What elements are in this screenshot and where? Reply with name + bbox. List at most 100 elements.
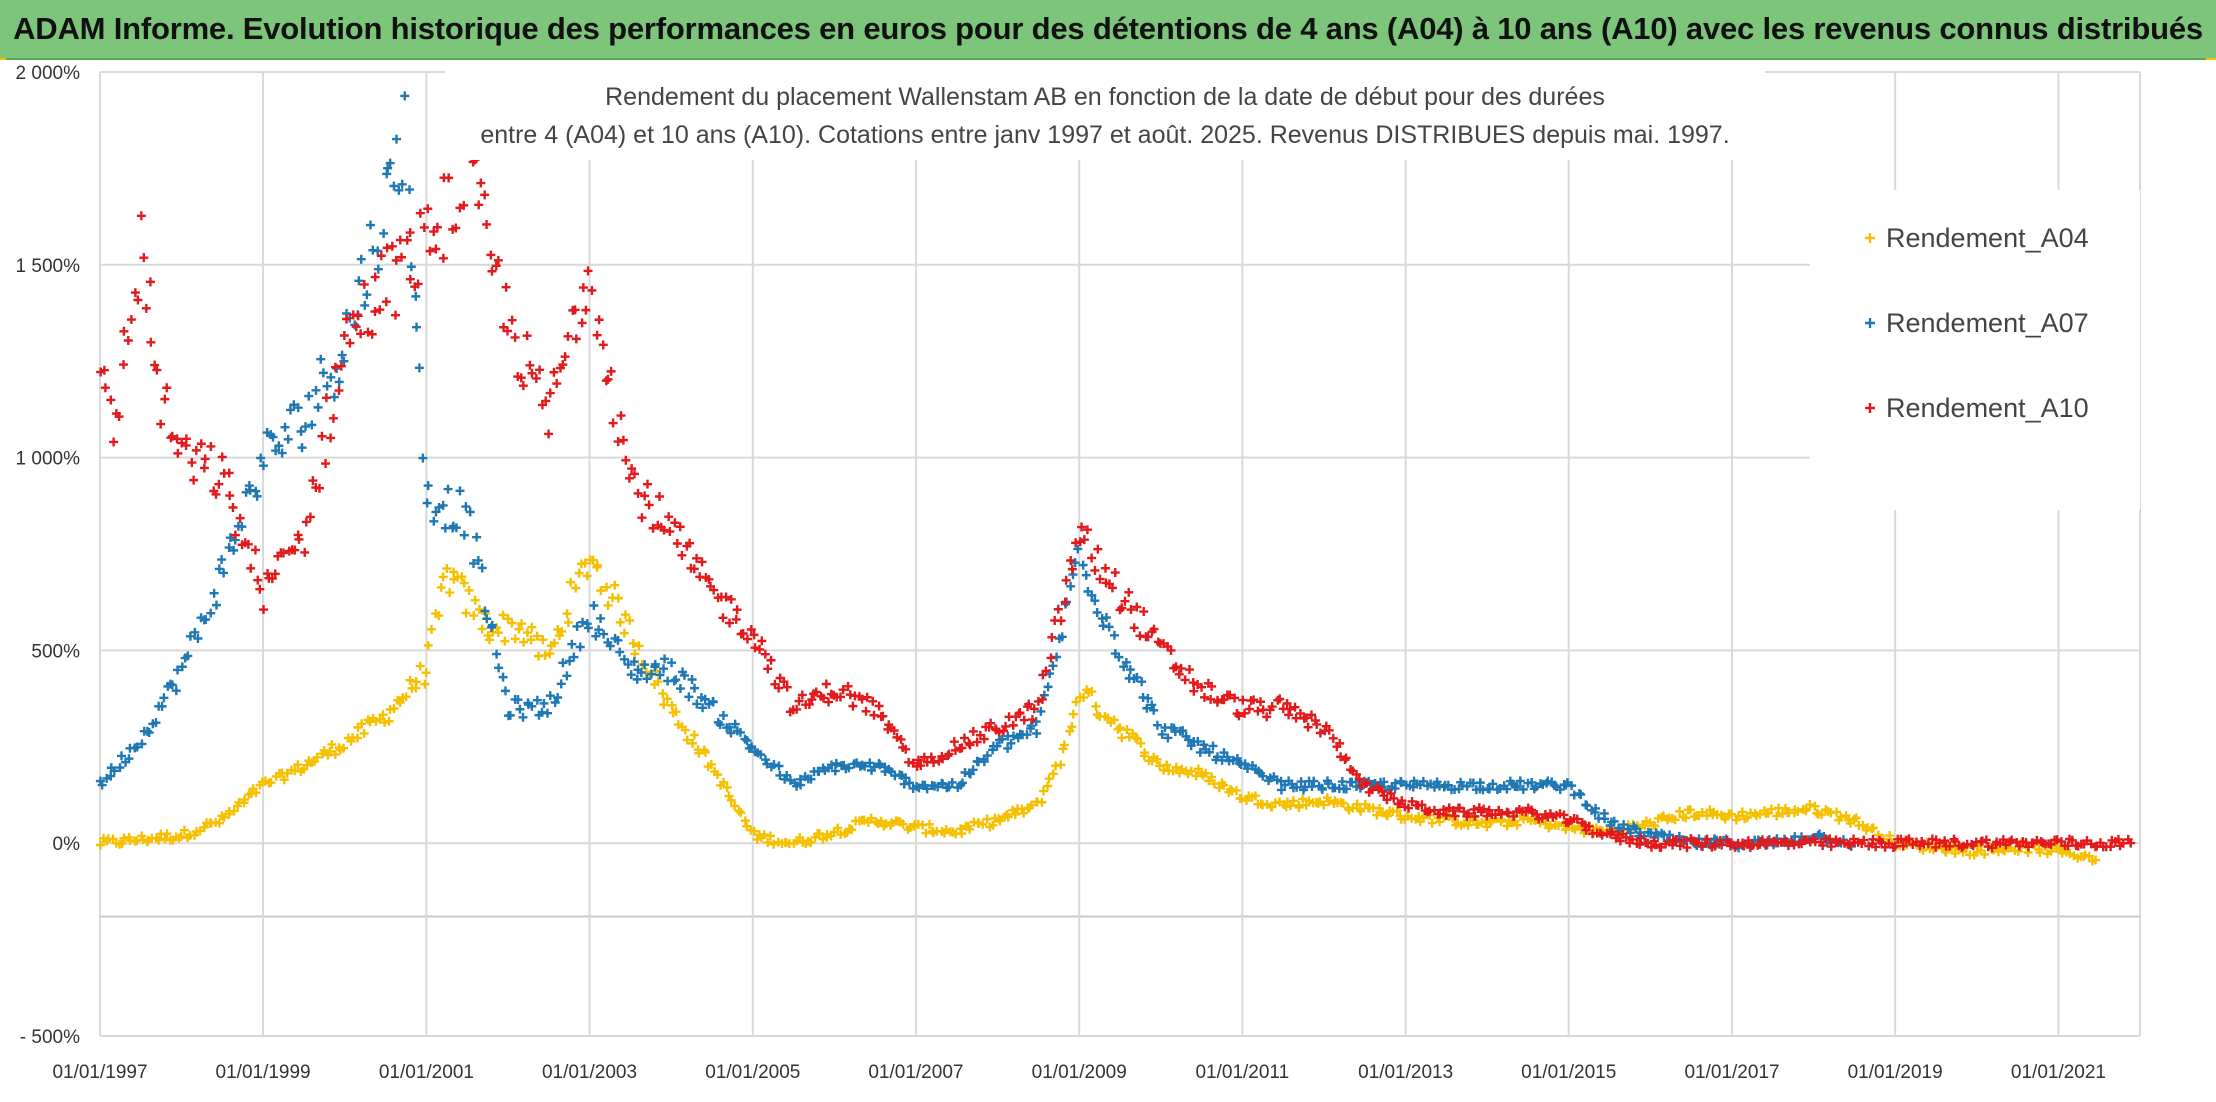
data-point: [532, 631, 542, 641]
page-title: ADAM Informe. Evolution historique des p…: [13, 11, 2203, 46]
data-point: [972, 737, 982, 747]
data-point: [921, 828, 931, 838]
data-point: [230, 530, 240, 540]
data-point: [1044, 774, 1054, 784]
data-point: [553, 692, 563, 702]
data-point: [1484, 784, 1494, 794]
data-point: [1109, 715, 1119, 725]
data-point: [706, 759, 716, 769]
data-point: [469, 611, 479, 621]
data-point: [487, 266, 497, 276]
data-point: [124, 754, 134, 764]
data-point: [655, 492, 665, 502]
data-point: [901, 744, 911, 754]
data-point: [1818, 840, 1828, 850]
data-point: [477, 563, 487, 573]
data-point: [1178, 726, 1188, 736]
data-point: [1262, 712, 1272, 722]
data-point: [718, 710, 728, 720]
data-point: [916, 761, 926, 771]
data-point: [742, 634, 752, 644]
data-point: [665, 527, 675, 537]
data-point: [522, 331, 532, 341]
data-point: [240, 795, 250, 805]
data-point: [2063, 841, 2073, 851]
data-point: [630, 469, 640, 479]
data-point: [1597, 830, 1607, 840]
data-point: [181, 434, 191, 444]
data-point: [1313, 798, 1323, 808]
data-point: [545, 649, 555, 659]
data-point: [562, 609, 572, 619]
data-point: [838, 685, 848, 695]
data-point: [300, 547, 310, 557]
data-point: [633, 488, 643, 498]
data-point: [1143, 632, 1153, 642]
data-point: [297, 443, 307, 453]
data-point: [603, 374, 613, 384]
data-point: [1935, 838, 1945, 848]
data-point: [655, 670, 665, 680]
data-point: [1275, 694, 1285, 704]
data-point: [1309, 776, 1319, 786]
data-point: [217, 555, 227, 565]
data-point: [469, 558, 479, 568]
data-point: [1109, 630, 1119, 640]
data-point: [378, 710, 388, 720]
data-point: [474, 604, 484, 614]
data-point: [156, 419, 166, 429]
data-point: [1871, 842, 1881, 852]
y-tick-label: 2 000%: [16, 63, 81, 84]
data-point: [1341, 753, 1351, 763]
data-point: [383, 163, 393, 173]
data-point: [722, 782, 732, 792]
data-point: [550, 697, 560, 707]
data-point: [519, 637, 529, 647]
data-point: [1124, 587, 1134, 597]
data-point: [351, 322, 361, 332]
data-point: [949, 737, 959, 747]
data-point: [1303, 722, 1313, 732]
data-point: [1884, 839, 1894, 849]
data-point: [396, 252, 406, 262]
data-point: [514, 624, 524, 634]
data-point: [476, 178, 486, 188]
data-point: [682, 735, 692, 745]
data-point: [1032, 728, 1042, 738]
data-point: [1026, 800, 1036, 810]
data-point: [1826, 842, 1836, 852]
data-point: [307, 420, 317, 430]
legend-marker: [1865, 233, 1875, 243]
data-point: [518, 712, 528, 722]
data-point: [1998, 835, 2008, 845]
data-point: [1414, 812, 1424, 822]
data-point: [1379, 777, 1389, 787]
data-point: [455, 486, 465, 496]
data-point: [436, 582, 446, 592]
data-point: [886, 818, 896, 828]
data-point: [339, 356, 349, 366]
data-point: [1243, 764, 1253, 774]
data-point: [591, 631, 601, 641]
data-point: [228, 503, 238, 513]
data-point: [922, 784, 932, 794]
data-point: [1679, 835, 1689, 845]
data-point: [1091, 701, 1101, 711]
data-point: [848, 701, 858, 711]
data-point: [1122, 725, 1132, 735]
data-point: [225, 491, 235, 501]
data-point: [653, 677, 663, 687]
data-point: [726, 728, 736, 738]
data-point: [1251, 791, 1260, 801]
data-points: [95, 91, 2136, 866]
data-point: [1898, 841, 1908, 851]
data-point: [1291, 713, 1301, 723]
data-point: [362, 290, 372, 300]
data-point: [1720, 814, 1730, 824]
data-point: [628, 638, 638, 648]
data-point: [379, 228, 389, 238]
data-point: [389, 704, 399, 714]
data-point: [1555, 785, 1565, 795]
data-point: [861, 706, 871, 716]
data-point: [700, 747, 710, 757]
